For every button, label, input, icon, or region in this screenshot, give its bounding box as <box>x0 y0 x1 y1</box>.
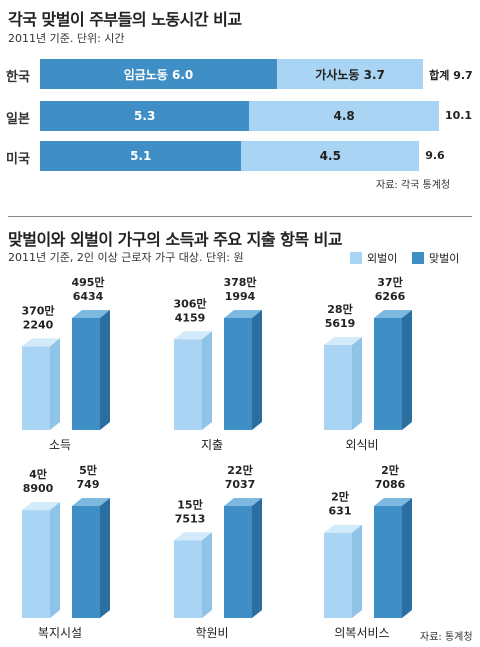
bar-value-label: 2만 <box>331 490 349 504</box>
bar-value-label: 370만 <box>21 303 54 317</box>
hbar-segment-housework: 4.5 <box>241 141 420 171</box>
bar-single-front <box>324 532 352 618</box>
bar-single-top <box>174 331 212 340</box>
bar-single-top <box>324 524 362 533</box>
category-label: 복지시설 <box>38 626 82 640</box>
bar-value-label: 5619 <box>325 317 356 330</box>
legend-label-single: 외벌이 <box>367 252 398 265</box>
bar-single-side <box>202 331 212 430</box>
hbar-segment-paid: 5.3 <box>40 101 250 131</box>
bar-value-label: 15만 <box>177 497 202 511</box>
bar-single-top <box>22 502 60 511</box>
hbar-category-label: 일본 <box>6 112 30 127</box>
category-label: 학원비 <box>195 626 228 640</box>
hbar-segment-paid: 5.1 <box>40 141 242 171</box>
bar-value-label: 378만 <box>223 275 256 289</box>
bar-single-side <box>352 524 362 618</box>
bar-single-front <box>22 346 50 430</box>
chart1-source: 자료: 각국 통계청 <box>376 180 451 191</box>
bar-single-side <box>202 532 212 618</box>
chart1-subtitle: 2011년 기준. 단위: 시간 <box>8 32 125 45</box>
chart2-subtitle: 2011년 기준, 2인 이상 근로자 가구 대상. 단위: 원 <box>8 251 244 264</box>
legend-single: 외벌이 <box>350 250 397 266</box>
bar-single-side <box>50 338 60 430</box>
bar-dual-side <box>252 498 262 618</box>
hbar-total-label: 9.6 <box>425 149 445 162</box>
bar-dual-front <box>224 506 252 618</box>
bar-value-label: 4만 <box>29 467 47 481</box>
bar-single-front <box>174 339 202 430</box>
bar-value-label: 1994 <box>225 290 256 303</box>
bar-dual-side <box>100 498 110 618</box>
legend-dual: 맞벌이 <box>412 250 459 266</box>
bar-dual-top <box>374 498 412 506</box>
hbar-segment-paid: 임금노동 6.0 <box>40 59 277 89</box>
bar-single-front <box>22 510 50 618</box>
bar-value-label: 7037 <box>225 478 256 491</box>
bar-single-top <box>174 532 212 541</box>
bar-value-label: 37만 <box>377 275 402 289</box>
bar-value-label: 22만 <box>227 463 252 477</box>
bar-dual-top <box>374 310 412 318</box>
legend-label-dual: 맞벌이 <box>429 252 460 265</box>
category-label: 지출 <box>201 438 223 452</box>
section-divider <box>8 216 472 217</box>
bar-single-front <box>324 344 352 430</box>
hbar-total-label: 10.1 <box>444 109 473 122</box>
bar-dual-top <box>224 310 262 318</box>
bar-value-label: 495만 <box>71 275 104 289</box>
bar-dual-front <box>72 506 100 618</box>
bar-dual-front <box>374 318 402 430</box>
bar-dual-side <box>100 310 110 430</box>
bar-dual-side <box>402 498 412 618</box>
legend-swatch-single <box>350 252 362 264</box>
hbar-total-label: 합계 9.7 <box>429 69 473 82</box>
chart2-source: 자료: 통계청 <box>420 632 473 643</box>
bar-value-label: 8900 <box>23 482 54 495</box>
bar-dual-front <box>72 318 100 430</box>
legend-swatch-dual <box>412 252 424 264</box>
hbar-segment-housework: 가사노동 3.7 <box>277 59 424 89</box>
bar-dual-top <box>224 498 262 506</box>
hbar-category-label: 한국 <box>6 70 30 85</box>
bar-dual-front <box>374 506 402 618</box>
bar-value-label: 7513 <box>175 512 206 525</box>
bar-value-label: 4159 <box>175 311 206 324</box>
bar-value-label: 28만 <box>327 302 352 316</box>
bar-value-label: 6266 <box>375 290 406 303</box>
bar-single-front <box>174 540 202 618</box>
hbar-segment-housework: 4.8 <box>249 101 439 131</box>
bar-value-label: 5만 <box>79 463 97 477</box>
bar-value-label: 306만 <box>173 296 206 310</box>
chart2-title: 맞벌이와 외벌이 가구의 소득과 주요 지출 항목 비교 <box>8 230 343 249</box>
bar-value-label: 6434 <box>73 290 104 303</box>
category-label: 외식비 <box>345 438 378 452</box>
bar-dual-side <box>402 310 412 430</box>
chart1-title: 각국 맞벌이 주부들의 노동시간 비교 <box>8 10 242 29</box>
bar-value-label: 631 <box>329 505 352 518</box>
bar-dual-front <box>224 318 252 430</box>
bar-single-top <box>324 336 362 345</box>
hbar-category-label: 미국 <box>6 152 30 167</box>
bar-value-label: 2만 <box>381 463 399 477</box>
bar-value-label: 749 <box>77 478 100 491</box>
bar-single-side <box>352 336 362 430</box>
bar-dual-top <box>72 498 110 506</box>
bar-dual-top <box>72 310 110 318</box>
bar-value-label: 2240 <box>23 318 54 331</box>
bar-dual-side <box>252 310 262 430</box>
bar-single-top <box>22 338 60 347</box>
bar-single-side <box>50 502 60 618</box>
bar-value-label: 7086 <box>375 478 406 491</box>
category-label: 의복서비스 <box>334 626 389 640</box>
category-label: 소득 <box>49 438 71 452</box>
